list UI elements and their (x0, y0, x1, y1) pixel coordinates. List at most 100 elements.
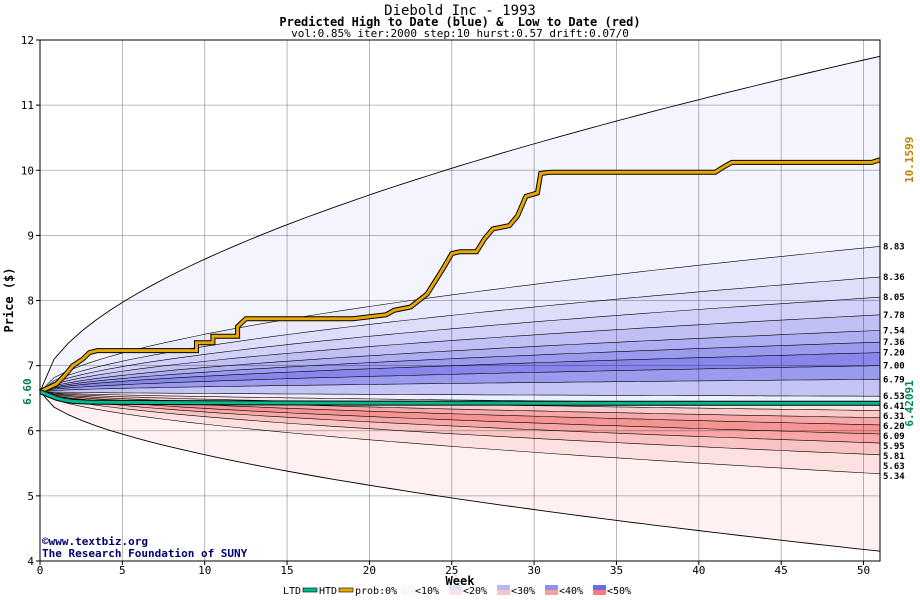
y-tick-label: 5 (27, 490, 34, 503)
probability-band (40, 391, 880, 455)
percentile-end-label: 5.34 (883, 472, 905, 482)
legend-swatch-blue (593, 585, 606, 590)
ltd-end-label: 6.42091 (903, 380, 916, 427)
x-tick-label: 25 (445, 564, 458, 577)
percentile-end-label: 7.78 (883, 311, 905, 321)
legend-item-label: <10% (415, 586, 439, 597)
percentile-end-label: 6.53 (883, 392, 905, 402)
legend-swatch-blue (449, 585, 462, 590)
percentile-line (39, 391, 881, 456)
axis-labels: 0 5 10 15 20 25 30 35 40 45 50456789101112WeekPric… (2, 34, 916, 588)
legend-label-ltd: LTD (283, 586, 301, 597)
x-tick-label: 45 (775, 564, 788, 577)
percentile-end-label: 5.81 (883, 452, 905, 462)
legend: LTD HTD prob:0% <10% <20% <30% <40% <50% (283, 585, 631, 597)
chart-subtitle: Predicted High to Date (blue) & Low to D… (279, 15, 641, 29)
watermark-line-2: The Research Foundation of SUNY (42, 547, 248, 560)
probability-band (40, 342, 880, 392)
probability-band (40, 352, 880, 392)
percentile-line (39, 330, 881, 392)
percentile-line (39, 55, 881, 392)
percentile-line (39, 391, 880, 397)
x-axis-title: Week (446, 574, 476, 588)
series-lines (38, 157, 881, 406)
percentile-end-label: 6.20 (883, 422, 905, 432)
legend-swatch-red (545, 590, 558, 595)
x-tick-label: 0 (37, 564, 44, 577)
percentile-line (39, 391, 881, 552)
percentile-end-label: 7.20 (883, 349, 905, 359)
legend-swatch-red (449, 590, 462, 595)
x-tick-label: 20 (363, 564, 376, 577)
percentile-end-label: 8.05 (883, 293, 905, 303)
probability-band (40, 379, 880, 397)
legend-swatch-htd (338, 587, 354, 593)
legend-swatch-red (593, 590, 606, 595)
legend-item-label: <30% (511, 586, 535, 597)
y-tick-label: 9 (27, 229, 34, 242)
probability-band (40, 297, 880, 392)
probability-band (40, 330, 880, 392)
percentile-end-label: 5.63 (883, 462, 905, 472)
axes (36, 39, 881, 565)
probability-band (40, 314, 880, 392)
y-tick-label: 7 (27, 360, 34, 373)
percentile-line (39, 246, 881, 392)
percentile-end-label: 8.36 (883, 273, 905, 283)
series-line-htd (39, 158, 881, 394)
percentile-end-label: 6.31 (883, 412, 905, 422)
y-tick-label: 4 (27, 555, 34, 568)
probability-band (40, 391, 880, 552)
y-tick-label: 12 (21, 34, 34, 47)
y-tick-label: 11 (21, 99, 34, 112)
probability-band (40, 365, 880, 392)
chart-params: vol:0.85% iter:2000 step:10 hurst:0.57 d… (291, 27, 629, 40)
y-axis-title: Price ($) (2, 267, 16, 332)
x-tick-label: 35 (610, 564, 623, 577)
legend-swatch-blue (497, 585, 510, 590)
percentile-line (39, 391, 881, 444)
probability-band (40, 391, 880, 444)
percentile-line (39, 391, 881, 435)
legend-swatch-blue (401, 585, 414, 590)
percentile-line (39, 391, 881, 474)
y-tick-label: 8 (27, 295, 34, 308)
percentile-line (39, 296, 881, 392)
percentile-line (39, 378, 881, 392)
x-tick-label: 30 (527, 564, 540, 577)
legend-label-htd: HTD (319, 586, 337, 597)
x-tick-label: 10 (198, 564, 211, 577)
legend-swatch-blue (545, 585, 558, 590)
start-value-label: 6.60 (21, 378, 34, 405)
x-tick-label: 15 (280, 564, 293, 577)
watermark-line-1: ©www.textbiz.org (42, 535, 148, 548)
percentile-line (39, 341, 881, 392)
percentile-end-label: 6.09 (883, 432, 905, 442)
percentile-line (39, 365, 881, 392)
legend-label-prob: prob:0% (355, 586, 397, 597)
percentile-end-label: 8.83 (883, 242, 905, 252)
percentile-end-label: 5.95 (883, 442, 905, 452)
percentile-end-label: 6.79 (883, 375, 905, 385)
y-tick-label: 6 (27, 425, 34, 438)
x-tick-label: 40 (692, 564, 705, 577)
probability-band (40, 391, 880, 425)
probability-band (40, 391, 880, 474)
y-tick-label: 10 (21, 164, 34, 177)
x-tick-label: 50 (857, 564, 870, 577)
percentile-line (39, 314, 881, 392)
probability-band (40, 277, 880, 392)
legend-item-label: <40% (559, 586, 583, 597)
htd-end-label: 10.1599 (903, 137, 916, 183)
percentile-end-label: 7.00 (883, 362, 905, 372)
probability-band (40, 246, 880, 392)
chart-title: Diebold Inc - 1993 (384, 3, 536, 19)
probability-band (40, 391, 880, 434)
legend-swatch-red (497, 590, 510, 595)
legend-swatch-ltd (302, 587, 318, 593)
percentile-end-label: 7.36 (883, 338, 905, 348)
percentile-line (39, 352, 881, 392)
probability-band (40, 56, 880, 392)
series-line-ltd (39, 390, 880, 405)
